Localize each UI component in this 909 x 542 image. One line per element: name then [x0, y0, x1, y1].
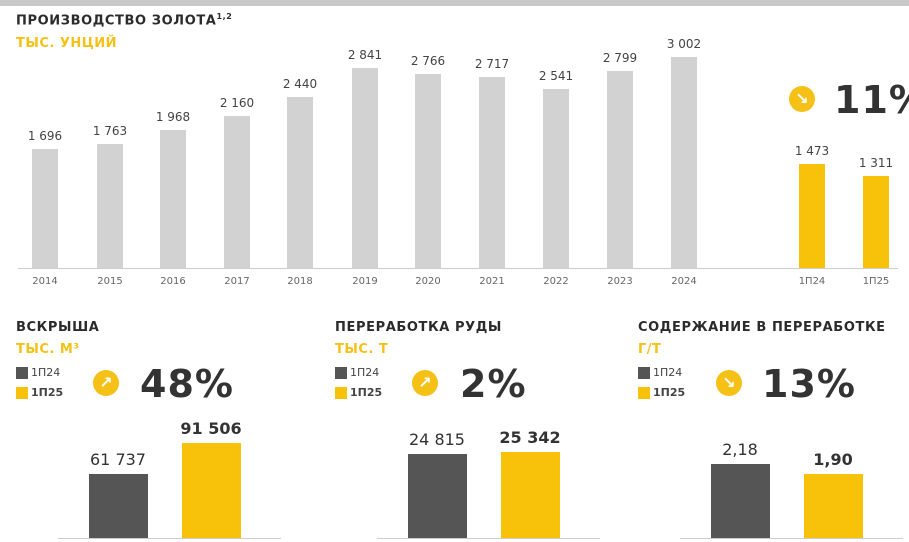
main-chart-title: ПРОИЗВОДСТВО ЗОЛОТА1,2 [16, 12, 233, 29]
legend-item-1p25: 1П25 [335, 386, 382, 406]
x-tick-label: 2023 [607, 276, 633, 287]
legend-label: 1П24 [31, 366, 61, 379]
panel-unit: ТЫС. Т [335, 342, 389, 357]
bar-2017 [224, 116, 250, 268]
legend: 1П24 1П25 [335, 366, 382, 406]
legend-item-1p25: 1П25 [638, 386, 685, 406]
arrow-down-right-icon: ↘ [716, 370, 742, 396]
bar-1П24 [711, 464, 770, 538]
arrow-up-right-icon: ↗ [412, 370, 438, 396]
bar-2019 [352, 68, 378, 268]
top-divider [0, 0, 909, 6]
panel-x-axis [377, 538, 600, 539]
bar-1П25 [804, 473, 863, 538]
panel-x-axis [680, 538, 903, 539]
legend-item-1p24: 1П24 [335, 366, 382, 386]
value-label: 1 763 [92, 124, 128, 139]
x-tick-label: 2019 [352, 276, 378, 287]
x-tick-label: 2022 [543, 276, 569, 287]
legend-swatch [335, 387, 347, 399]
bar-2022 [543, 89, 569, 268]
legend-label: 1П25 [653, 386, 686, 399]
x-tick-label: 2018 [287, 276, 313, 287]
legend-swatch [16, 367, 28, 379]
legend-swatch [638, 367, 650, 379]
bar-1П24 [89, 473, 148, 538]
legend-label: 1П25 [350, 386, 383, 399]
bar-2024 [671, 57, 697, 268]
legend-swatch [638, 387, 650, 399]
value-label: 61 737 [90, 449, 146, 469]
x-tick-label: 1П25 [862, 276, 890, 287]
panel-title: СОДЕРЖАНИЕ В ПЕРЕРАБОТКЕ [638, 320, 886, 335]
value-label: 91 506 [180, 419, 242, 438]
main-chart-unit: ТЫС. УНЦИЙ [16, 36, 118, 51]
value-label: 25 342 [499, 428, 561, 447]
value-label: 2 766 [410, 53, 446, 68]
value-label: 2 440 [282, 76, 318, 91]
legend-label: 1П24 [350, 366, 380, 379]
value-label: 24 815 [409, 429, 465, 449]
value-label: 3 002 [666, 37, 702, 51]
panel-unit: ТЫС. М³ [16, 342, 80, 357]
x-tick-label: 2021 [479, 276, 505, 287]
bar-2021 [479, 77, 505, 268]
bar-2023 [607, 71, 633, 268]
value-label: 1 696 [27, 128, 63, 143]
legend-label: 1П24 [653, 366, 683, 379]
x-tick-label: 2017 [224, 276, 250, 287]
legend: 1П24 1П25 [638, 366, 685, 406]
bar-2018 [287, 96, 313, 268]
value-label: 1,90 [813, 449, 853, 469]
main-x-axis [18, 268, 898, 269]
x-tick-label: 1П24 [798, 276, 826, 287]
x-tick-label: 2024 [671, 276, 697, 287]
bar-2020 [415, 73, 441, 268]
change-percent: 2% [460, 362, 527, 406]
legend: 1П24 1П25 [16, 366, 63, 406]
panel-x-axis [58, 538, 281, 539]
x-tick-label: 2014 [32, 276, 58, 287]
bar-1П24 [799, 164, 825, 268]
legend-item-1p25: 1П25 [16, 386, 63, 406]
panel-title: ВСКРЫША [16, 320, 100, 335]
x-tick-label: 2015 [97, 276, 123, 287]
x-tick-label: 2020 [415, 276, 441, 287]
value-label: 1 968 [155, 109, 191, 124]
legend-swatch [16, 387, 28, 399]
value-label: 2 160 [219, 96, 255, 111]
value-label: 2 841 [347, 48, 383, 63]
bar-1П24 [408, 453, 467, 538]
value-label: 1 473 [794, 144, 830, 159]
arrow-down-right-icon: ↘ [789, 86, 815, 112]
bar-1П25 [501, 452, 560, 538]
x-tick-label: 2016 [160, 276, 186, 287]
value-label: 1 311 [858, 155, 894, 170]
legend-label: 1П25 [31, 386, 64, 399]
panel-title: ПЕРЕРАБОТКА РУДЫ [335, 320, 502, 335]
value-label: 2 799 [602, 51, 638, 66]
value-label: 2 541 [538, 69, 574, 84]
arrow-up-right-icon: ↗ [93, 370, 119, 396]
change-percent: 48% [140, 362, 234, 406]
bar-1П25 [863, 175, 889, 268]
value-label: 2 717 [474, 57, 510, 72]
panel-unit: Г/Т [638, 342, 662, 357]
legend-item-1p24: 1П24 [16, 366, 63, 386]
bar-2015 [97, 144, 123, 268]
change-percent: 13% [762, 362, 856, 406]
main-change-percent: 11% [834, 78, 909, 122]
bar-2016 [160, 129, 186, 268]
legend-item-1p24: 1П24 [638, 366, 685, 386]
value-label: 2,18 [722, 440, 758, 459]
bar-2014 [32, 148, 58, 268]
legend-swatch [335, 367, 347, 379]
bar-1П25 [182, 443, 241, 538]
